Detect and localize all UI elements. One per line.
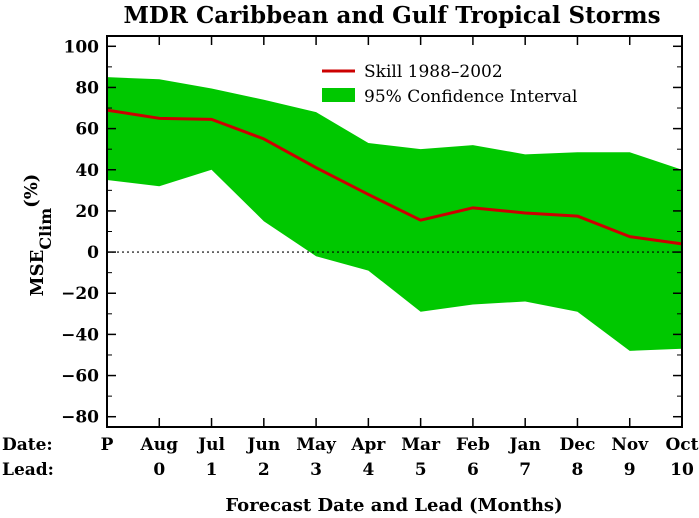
x-tick-label-date: Jan [507, 435, 540, 455]
y-tick-label: −20 [61, 284, 99, 304]
y-axis-label-main: MSE [27, 250, 48, 297]
x-tick-label-date: Oct [665, 435, 698, 455]
svg-text:MSEClim(%): MSEClim(%) [21, 174, 55, 297]
x-tick-label-lead: 6 [467, 460, 479, 480]
y-tick-label: −80 [61, 408, 99, 428]
y-tick-label: −40 [61, 325, 99, 345]
lead-row-label: Lead: [2, 460, 54, 480]
y-tick-label: 20 [75, 202, 99, 222]
y-tick-label: −60 [61, 367, 99, 387]
x-tick-label-lead: 3 [310, 460, 322, 480]
x-tick-label-lead: 0 [153, 460, 165, 480]
x-tick-label-lead: 5 [415, 460, 427, 480]
confidence-band [107, 77, 682, 351]
x-tick-label-lead: 4 [362, 460, 374, 480]
y-tick-label: 0 [87, 243, 99, 263]
x-tick-label-date: Aug [140, 435, 179, 455]
x-tick-label-date: Apr [350, 435, 386, 455]
x-tick-label-date: Mar [401, 435, 441, 455]
x-tick-label-date: P [101, 435, 114, 455]
y-axis-label-sub: Clim [36, 208, 55, 250]
y-tick-label: 60 [75, 120, 99, 140]
x-tick-label-date: Nov [611, 435, 649, 455]
series-layer [106, 108, 683, 246]
x-tick-label-lead: 9 [624, 460, 636, 480]
y-tick-label: 100 [64, 37, 100, 57]
x-tick-label-date: Jul [196, 435, 225, 455]
chart-title: MDR Caribbean and Gulf Tropical Storms [123, 2, 660, 29]
y-axis-label-unit: (%) [21, 174, 42, 208]
y-axis-ticks: 100 80 60 40 20 0 −20 −40 −60 −80 [61, 37, 682, 428]
x-tick-label-lead: 8 [572, 460, 584, 480]
x-axis-ticks: P Aug 0 Jul 1 Jun 2 May 3 Apr 4 Mar 5 Feb 6 Jan 7 Dec 8 Nov… [101, 36, 699, 480]
confidence-band-layer [107, 77, 682, 351]
legend-band-swatch [322, 88, 355, 102]
y-axis-label: MSEClim(%) [21, 174, 55, 297]
skill-line [106, 108, 683, 246]
x-tick-label-date: Jun [245, 435, 280, 455]
legend: Skill 1988–2002 95% Confidence Interval [322, 62, 577, 107]
x-tick-label-lead: 10 [670, 460, 694, 480]
x-tick-label-lead: 2 [258, 460, 270, 480]
y-tick-label: 40 [75, 161, 99, 181]
x-tick-label-date: Dec [559, 435, 595, 455]
legend-band-label: 95% Confidence Interval [364, 87, 577, 107]
date-row-label: Date: [2, 435, 53, 455]
x-tick-label-lead: 7 [519, 460, 531, 480]
x-axis-label: Forecast Date and Lead (Months) [225, 495, 562, 516]
x-tick-label-lead: 1 [206, 460, 218, 480]
y-tick-label: 80 [75, 78, 99, 98]
x-tick-label-date: Feb [456, 435, 490, 455]
x-tick-label-date: May [296, 435, 337, 455]
legend-skill-label: Skill 1988–2002 [364, 62, 503, 82]
